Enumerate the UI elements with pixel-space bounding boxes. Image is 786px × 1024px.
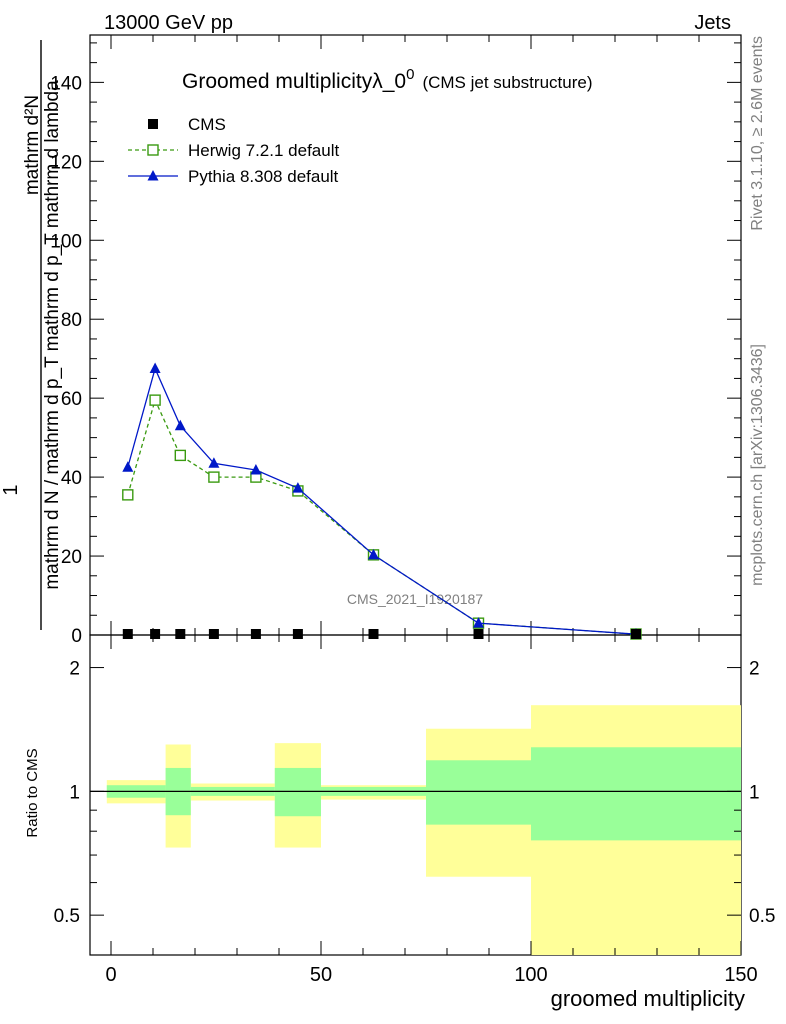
main-axis: 0 20 40 60 80 100 120 140	[50, 42, 741, 647]
legend-label-0: CMS	[188, 115, 226, 134]
chart-title: Groomed multiplicityλ_00 (CMS jet substru…	[182, 66, 592, 93]
series-2-point	[122, 461, 134, 472]
title-sub: (CMS jet substructure)	[422, 73, 592, 92]
series-2-point	[368, 548, 379, 560]
series-0-point	[368, 629, 379, 639]
ratio-ytick-label-right: 2	[749, 659, 760, 680]
series-2-point	[473, 617, 484, 628]
main-ytick-label: 20	[61, 547, 82, 568]
ylabel-denominator: mathrm d N / mathrm d p_T mathrm d p_T m…	[42, 80, 63, 590]
series-0	[122, 629, 641, 639]
series-0-point	[250, 629, 261, 639]
series-0-point	[631, 629, 641, 639]
main-ytick-label: 0	[71, 626, 82, 647]
ratio-ytick-label-left: 0.5	[54, 906, 80, 927]
series-1-point	[174, 449, 187, 462]
series-2-point	[208, 457, 220, 468]
ratio-inner-band-5	[426, 760, 531, 825]
legend: CMS Herwig 7.2.1 default Pythia 8.308 defa…	[128, 115, 339, 186]
series-2-point	[174, 419, 186, 431]
ratio-inner-band-3	[274, 767, 321, 817]
series-2-point	[292, 482, 304, 493]
watermark: CMS_2021_I1920187	[347, 591, 483, 607]
header-left: 13000 GeV pp	[104, 12, 233, 34]
series-0-point	[292, 629, 303, 639]
series-1-point	[122, 489, 134, 501]
main-ytick-label: 120	[50, 152, 82, 173]
series-0-point	[175, 629, 186, 639]
ylabel-prefix: 1	[0, 484, 22, 495]
series-2	[122, 362, 642, 639]
main-ytick-label: 40	[61, 468, 82, 489]
title-main: Groomed multiplicityλ_0	[182, 70, 406, 93]
xtick-label: 0	[105, 964, 116, 986]
xtick-label: 150	[724, 964, 757, 986]
main-ylabel: 1 mathrm d²N mathrm d N / mathrm d p_T m…	[0, 40, 63, 630]
main-ytick-label: 80	[61, 310, 82, 331]
main-ytick-label: 60	[61, 389, 82, 410]
ylabel-numerator: mathrm d²N	[22, 95, 43, 195]
legend-marker-0	[148, 119, 158, 129]
rivet-label: Rivet 3.1.10, ≥ 2.6M events	[749, 36, 766, 231]
x-axis: 0 50 100 150	[105, 35, 758, 986]
ratio-axis: 0.5 0.5 1 1 2 2	[54, 659, 776, 928]
main-ytick-label: 100	[50, 231, 82, 252]
series-0-point	[473, 629, 484, 639]
ratio-ytick-label-left: 2	[69, 659, 80, 680]
legend-marker-1	[147, 144, 159, 156]
ratio-ytick-label-right: 0.5	[749, 906, 775, 927]
ratio-bands	[90, 705, 741, 955]
series-0-point	[208, 629, 219, 639]
header-right: Jets	[694, 12, 731, 34]
series-1-point	[149, 394, 161, 406]
series-layer	[122, 362, 642, 640]
legend-label-1: Herwig 7.2.1 default	[188, 141, 339, 160]
legend-marker-2	[147, 170, 159, 181]
series-2-point	[250, 464, 262, 475]
xtick-label: 50	[310, 964, 332, 986]
series-2-point	[149, 362, 161, 374]
ratio-ytick-label-left: 1	[69, 782, 80, 803]
legend-label-2: Pythia 8.308 default	[188, 167, 339, 186]
xlabel: groomed multiplicity	[551, 986, 745, 1011]
ratio-ytick-label-right: 1	[749, 782, 760, 803]
ratio-ylabel: Ratio to CMS	[24, 748, 41, 837]
series-0-point	[122, 629, 133, 639]
mcplots-label: mcplots.cern.ch [arXiv:1306.3436]	[749, 344, 766, 586]
title-sup: 0	[406, 66, 414, 83]
xtick-label: 100	[514, 964, 547, 986]
main-ytick-label: 140	[50, 73, 82, 94]
series-1-point	[208, 471, 220, 483]
series-0-point	[150, 629, 161, 639]
ratio-inner-band-6	[531, 747, 741, 841]
